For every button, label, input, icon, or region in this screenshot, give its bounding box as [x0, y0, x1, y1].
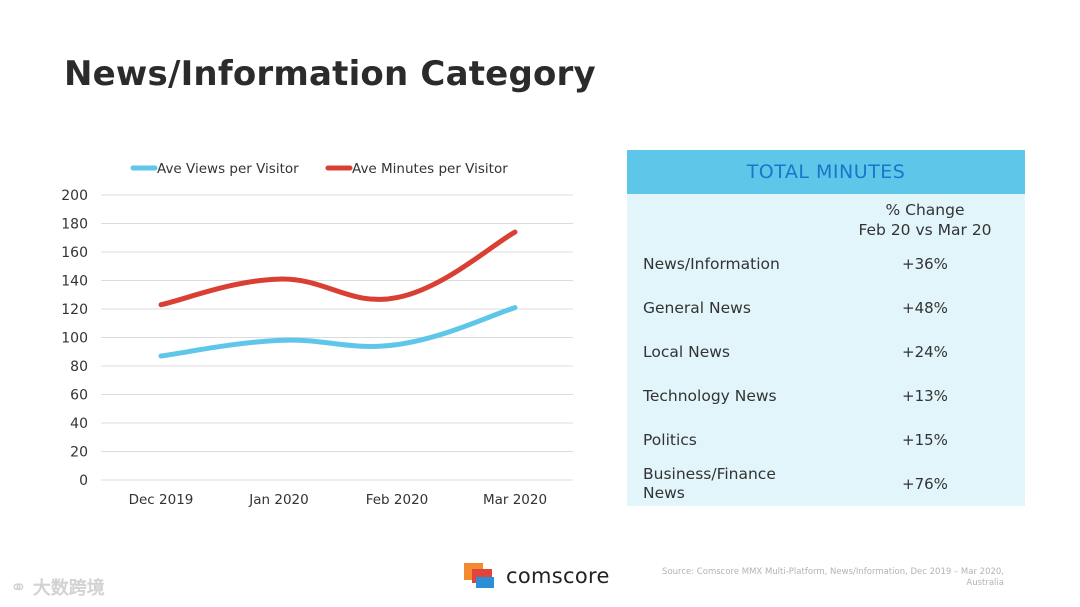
logo-text: comscore — [506, 564, 610, 588]
x-tick-label: Dec 2019 — [129, 492, 194, 508]
y-tick-label: 180 — [61, 217, 88, 233]
logo-square-blue — [476, 577, 494, 588]
y-tick-label: 200 — [61, 188, 88, 204]
line-chart: 0 20 40 60 80 100 120 140 160 180 200 Dec 2019 Jan … — [61, 161, 573, 508]
y-tick-label: 140 — [61, 274, 88, 290]
row-change: +13% — [902, 387, 948, 405]
row-category: General News — [643, 298, 751, 317]
y-tick-label: 0 — [79, 473, 88, 489]
total-minutes-table: TOTAL MINUTES % Change Feb 20 vs Mar 20 … — [627, 150, 1025, 506]
table-row: General News +48% — [627, 288, 1025, 328]
y-tick-label: 60 — [70, 388, 88, 404]
table-row: News/Information +36% — [627, 244, 1025, 284]
row-change: +24% — [902, 343, 948, 361]
chart-gridlines — [101, 194, 573, 481]
x-tick-label: Mar 2020 — [483, 492, 547, 508]
row-category: Local News — [643, 342, 730, 361]
row-category: News/Information — [643, 254, 780, 273]
comscore-logo: comscore — [464, 563, 610, 589]
table-header: TOTAL MINUTES — [627, 150, 1025, 194]
row-change: +36% — [902, 255, 948, 273]
comscore-logo-icon — [464, 563, 494, 588]
table-row: Technology News +13% — [627, 376, 1025, 416]
x-axis-ticks: Dec 2019 Jan 2020 Feb 2020 Mar 2020 — [129, 492, 547, 508]
table-row: Local News +24% — [627, 332, 1025, 372]
column-header-line1: % Change — [885, 201, 965, 219]
column-header-change: % Change Feb 20 vs Mar 20 — [825, 200, 1025, 240]
y-tick-label: 160 — [61, 245, 88, 261]
x-tick-label: Jan 2020 — [248, 492, 308, 508]
chart-series — [158, 229, 518, 359]
row-category: Business/Finance News — [643, 465, 776, 502]
table-row: Business/Finance News +76% — [627, 464, 1025, 504]
source-note: Source: Comscore MMX Multi-Platform, New… — [662, 567, 1004, 588]
y-axis-ticks: 0 20 40 60 80 100 120 140 160 180 200 — [61, 188, 88, 489]
legend-label: Ave Minutes per Visitor — [352, 161, 508, 177]
page-title: News/Information Category — [64, 54, 596, 94]
legend-label: Ave Views per Visitor — [157, 161, 299, 177]
table-row: Politics +15% — [627, 420, 1025, 460]
watermark-text: 大数跨境 — [32, 578, 105, 599]
y-tick-label: 40 — [70, 416, 88, 432]
row-category: Technology News — [643, 386, 777, 405]
y-tick-label: 120 — [61, 302, 88, 318]
column-header-line2: Feb 20 vs Mar 20 — [858, 221, 992, 239]
y-tick-label: 80 — [70, 359, 88, 375]
watermark-icon: ⚭ — [10, 575, 27, 599]
y-tick-label: 20 — [70, 445, 88, 461]
y-tick-label: 100 — [61, 331, 88, 347]
row-change: +76% — [902, 475, 948, 493]
watermark: ⚭ 大数跨境 — [10, 574, 105, 600]
chart-legend: Ave Views per Visitor Ave Minutes per Vis… — [130, 161, 508, 177]
row-category: Politics — [643, 430, 697, 449]
row-change: +48% — [902, 299, 948, 317]
x-tick-label: Feb 2020 — [366, 492, 429, 508]
series-line — [158, 305, 518, 359]
series-line — [158, 229, 518, 308]
row-change: +15% — [902, 431, 948, 449]
